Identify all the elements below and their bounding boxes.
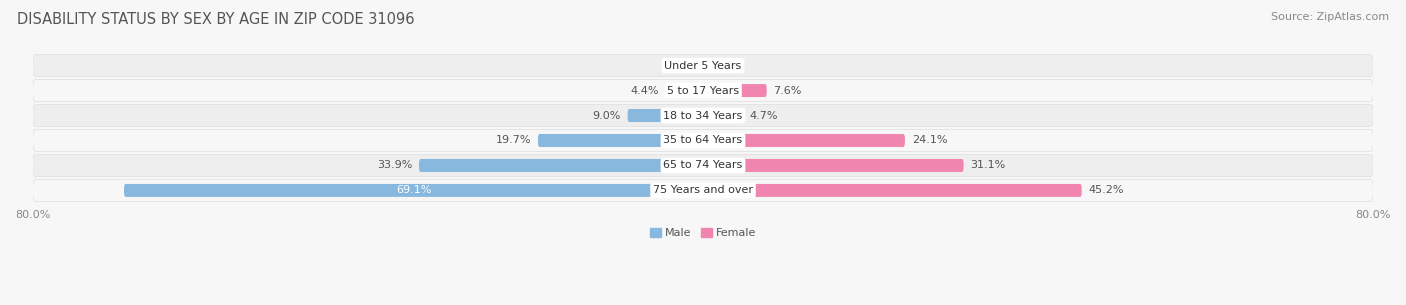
FancyBboxPatch shape — [703, 134, 905, 147]
Text: 65 to 74 Years: 65 to 74 Years — [664, 160, 742, 170]
Text: 18 to 34 Years: 18 to 34 Years — [664, 110, 742, 120]
Text: 69.1%: 69.1% — [396, 185, 432, 196]
Text: 4.7%: 4.7% — [749, 110, 778, 120]
Legend: Male, Female: Male, Female — [645, 224, 761, 243]
FancyBboxPatch shape — [703, 184, 1081, 197]
Text: 5 to 17 Years: 5 to 17 Years — [666, 85, 740, 95]
FancyBboxPatch shape — [419, 159, 703, 172]
FancyBboxPatch shape — [32, 154, 1374, 176]
Text: 45.2%: 45.2% — [1088, 185, 1123, 196]
Text: 31.1%: 31.1% — [970, 160, 1005, 170]
Text: 35 to 64 Years: 35 to 64 Years — [664, 135, 742, 145]
FancyBboxPatch shape — [703, 159, 963, 172]
Text: 33.9%: 33.9% — [377, 160, 412, 170]
FancyBboxPatch shape — [32, 179, 1374, 201]
FancyBboxPatch shape — [703, 109, 742, 122]
Text: 7.6%: 7.6% — [773, 85, 801, 95]
Text: DISABILITY STATUS BY SEX BY AGE IN ZIP CODE 31096: DISABILITY STATUS BY SEX BY AGE IN ZIP C… — [17, 12, 415, 27]
FancyBboxPatch shape — [627, 109, 703, 122]
FancyBboxPatch shape — [32, 55, 1374, 77]
FancyBboxPatch shape — [32, 130, 1374, 152]
Text: 4.4%: 4.4% — [631, 85, 659, 95]
Text: Source: ZipAtlas.com: Source: ZipAtlas.com — [1271, 12, 1389, 22]
FancyBboxPatch shape — [32, 80, 1374, 102]
FancyBboxPatch shape — [32, 105, 1374, 127]
Text: Under 5 Years: Under 5 Years — [665, 61, 741, 70]
Text: 24.1%: 24.1% — [911, 135, 948, 145]
Text: 9.0%: 9.0% — [592, 110, 621, 120]
FancyBboxPatch shape — [124, 184, 703, 197]
Text: 0.0%: 0.0% — [716, 61, 744, 70]
FancyBboxPatch shape — [703, 84, 766, 97]
Text: 75 Years and over: 75 Years and over — [652, 185, 754, 196]
Text: 19.7%: 19.7% — [496, 135, 531, 145]
Text: 0.0%: 0.0% — [662, 61, 690, 70]
FancyBboxPatch shape — [538, 134, 703, 147]
FancyBboxPatch shape — [666, 84, 703, 97]
